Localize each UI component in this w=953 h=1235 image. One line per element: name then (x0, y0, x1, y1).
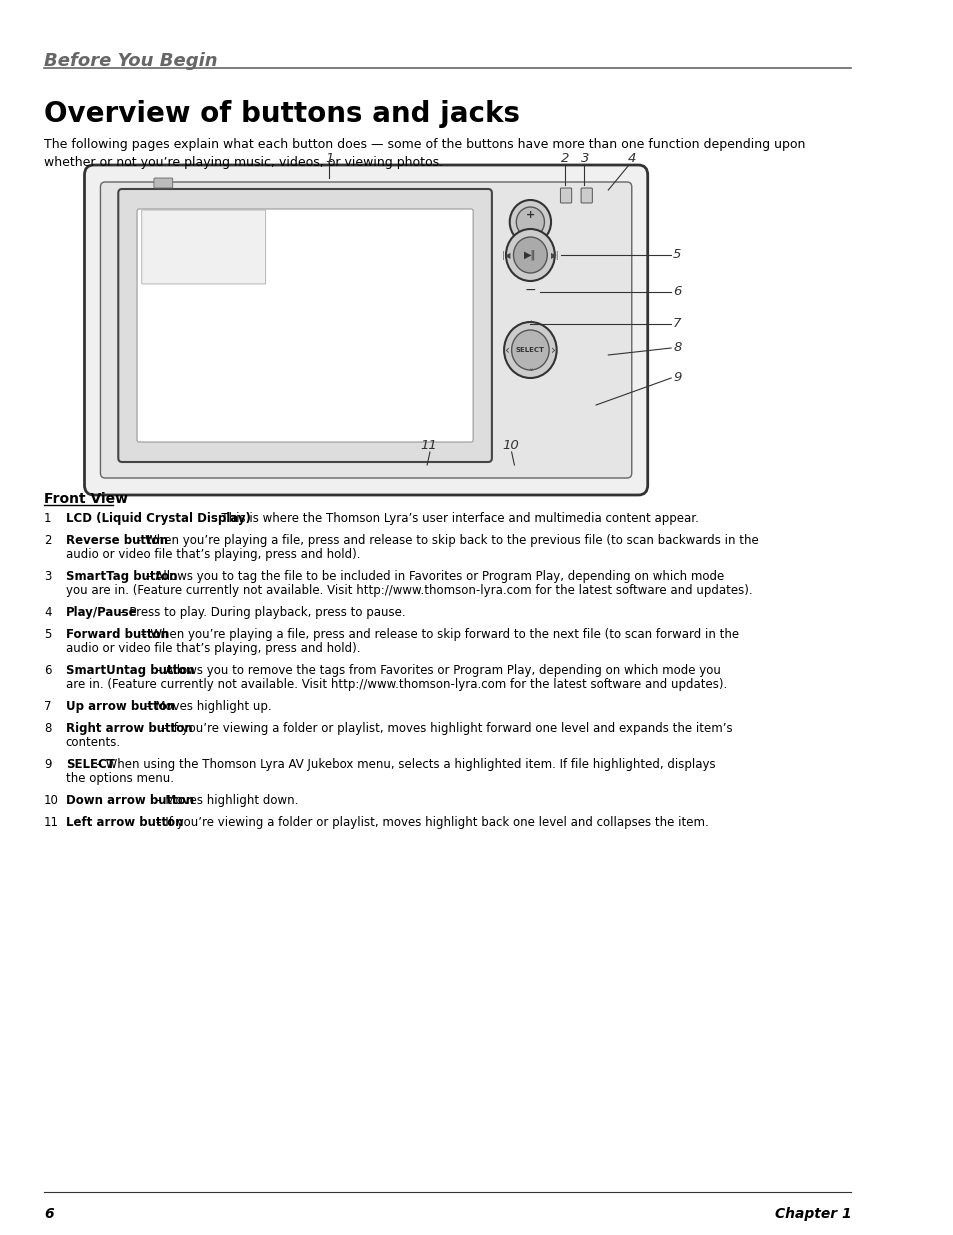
Text: 3: 3 (44, 571, 51, 583)
Circle shape (503, 322, 557, 378)
FancyBboxPatch shape (580, 188, 592, 203)
Text: ▶‖: ▶‖ (523, 249, 536, 261)
Text: Down arrow button: Down arrow button (66, 794, 193, 806)
Text: 5: 5 (673, 248, 680, 261)
Circle shape (513, 237, 547, 273)
Text: Forward button: Forward button (66, 629, 169, 641)
Text: 7: 7 (673, 317, 680, 330)
Text: – When you’re playing a file, press and release to skip forward to the next file: – When you’re playing a file, press and … (136, 629, 738, 641)
Text: Chapter 1: Chapter 1 (774, 1207, 850, 1221)
Text: 8: 8 (44, 722, 51, 735)
Circle shape (505, 228, 555, 282)
Text: 6: 6 (44, 1207, 53, 1221)
FancyBboxPatch shape (559, 188, 571, 203)
Text: audio or video file that’s playing, press and hold).: audio or video file that’s playing, pres… (66, 642, 360, 655)
Text: SmartUntag button: SmartUntag button (66, 664, 194, 677)
Text: SELECT: SELECT (516, 347, 544, 353)
Text: contents.: contents. (66, 736, 121, 748)
Text: Reverse button: Reverse button (66, 534, 168, 547)
Text: ▶|: ▶| (550, 251, 558, 259)
Text: 5: 5 (44, 629, 51, 641)
Text: - When you’re playing a file, press and release to skip back to the previous fil: - When you’re playing a file, press and … (136, 534, 758, 547)
Text: 7: 7 (44, 700, 51, 713)
FancyBboxPatch shape (85, 165, 647, 495)
FancyBboxPatch shape (153, 178, 172, 188)
Text: ˄: ˄ (527, 321, 533, 331)
Circle shape (509, 200, 551, 245)
Text: 11: 11 (420, 438, 436, 452)
Text: – If you’re viewing a folder or playlist, moves highlight forward one level and : – If you’re viewing a folder or playlist… (157, 722, 732, 735)
Text: 4: 4 (44, 606, 51, 619)
Text: −: − (524, 283, 536, 296)
Text: Play/Pause: Play/Pause (66, 606, 137, 619)
Text: 3: 3 (580, 152, 589, 165)
Text: 2: 2 (44, 534, 51, 547)
FancyBboxPatch shape (142, 210, 265, 284)
Text: 1: 1 (44, 513, 51, 525)
Text: 6: 6 (44, 664, 51, 677)
Text: – Moves highlight down.: – Moves highlight down. (152, 794, 298, 806)
Text: Overview of buttons and jacks: Overview of buttons and jacks (44, 100, 519, 128)
Text: are in. (Feature currently not available. Visit http://www.thomson-lyra.com for : are in. (Feature currently not available… (66, 678, 726, 692)
Text: the options menu.: the options menu. (66, 772, 173, 785)
Text: – This is where the Thomson Lyra’s user interface and multimedia content appear.: – This is where the Thomson Lyra’s user … (208, 513, 698, 525)
Text: Up arrow button: Up arrow button (66, 700, 174, 713)
Text: 1: 1 (325, 152, 334, 165)
Circle shape (511, 330, 549, 370)
Text: – When using the Thomson Lyra AV Jukebox menu, selects a highlighted item. If fi: – When using the Thomson Lyra AV Jukebox… (96, 758, 715, 771)
Text: |◀: |◀ (501, 251, 510, 259)
Text: Right arrow button: Right arrow button (66, 722, 193, 735)
Text: audio or video file that’s playing, press and hold).: audio or video file that’s playing, pres… (66, 548, 360, 561)
Text: – Allows you to remove the tags from Favorites or Program Play, depending on whi: – Allows you to remove the tags from Fav… (152, 664, 720, 677)
Text: 4: 4 (627, 152, 636, 165)
Text: Left arrow button: Left arrow button (66, 816, 183, 829)
Text: SELECT: SELECT (66, 758, 114, 771)
Text: ‹: ‹ (505, 343, 510, 357)
Text: 10: 10 (501, 438, 518, 452)
Text: +: + (525, 210, 535, 220)
Text: – Press to play. During playback, press to pause.: – Press to play. During playback, press … (116, 606, 406, 619)
Text: ›: › (550, 343, 555, 357)
Text: Front View: Front View (44, 492, 128, 506)
Text: 6: 6 (673, 285, 680, 298)
FancyBboxPatch shape (100, 182, 631, 478)
Circle shape (516, 207, 544, 237)
Text: Before You Begin: Before You Begin (44, 52, 217, 70)
Text: 9: 9 (673, 370, 680, 384)
Text: you are in. (Feature currently not available. Visit http://www.thomson-lyra.com : you are in. (Feature currently not avail… (66, 584, 752, 597)
Text: 9: 9 (44, 758, 51, 771)
FancyBboxPatch shape (137, 209, 473, 442)
Text: LCD (Liquid Crystal Display): LCD (Liquid Crystal Display) (66, 513, 251, 525)
Text: – Allows you to tag the file to be included in Favorites or Program Play, depend: – Allows you to tag the file to be inclu… (142, 571, 723, 583)
Text: 10: 10 (44, 794, 59, 806)
Text: – Moves highlight up.: – Moves highlight up. (142, 700, 271, 713)
Text: SmartTag button: SmartTag button (66, 571, 177, 583)
Text: 2: 2 (560, 152, 569, 165)
FancyBboxPatch shape (118, 189, 492, 462)
Text: ˅: ˅ (527, 369, 533, 379)
Text: 11: 11 (44, 816, 59, 829)
Text: – If you’re viewing a folder or playlist, moves highlight back one level and col: – If you’re viewing a folder or playlist… (152, 816, 708, 829)
Text: The following pages explain what each button does — some of the buttons have mor: The following pages explain what each bu… (44, 138, 804, 169)
Text: 8: 8 (673, 341, 680, 354)
